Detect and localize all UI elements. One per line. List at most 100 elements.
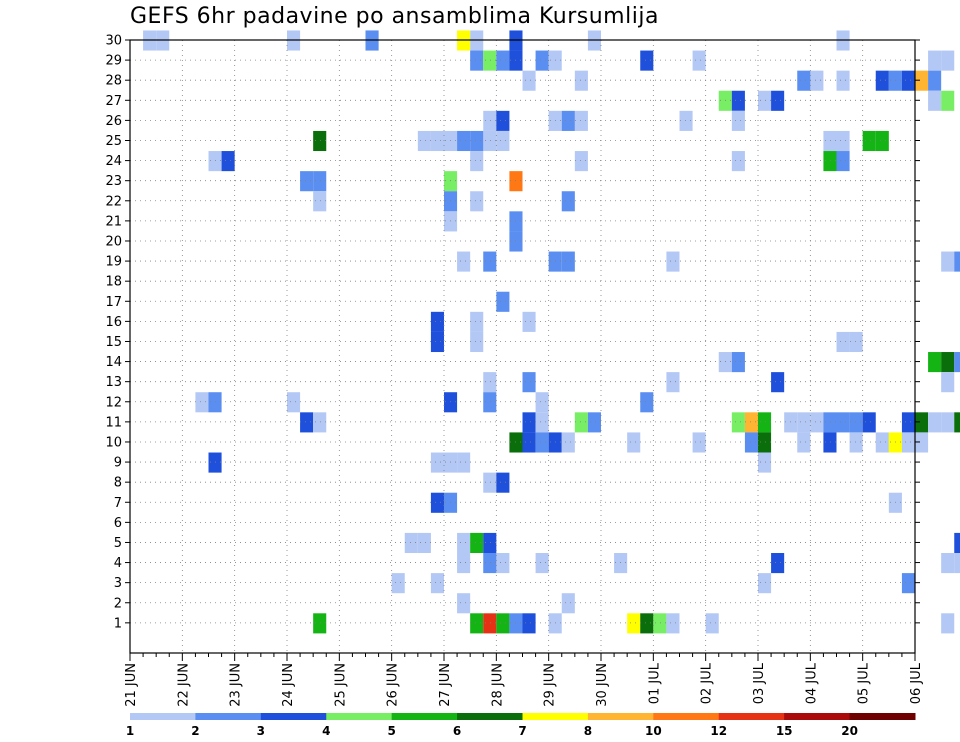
- heatmap-cell: [483, 392, 497, 413]
- heatmap-cell: [483, 110, 497, 131]
- heatmap-cell: [941, 90, 955, 111]
- heatmap-cell: [692, 50, 706, 71]
- heatmap-cell: [287, 392, 301, 413]
- legend-label: 4: [322, 724, 330, 738]
- heatmap-cell: [430, 452, 444, 473]
- heatmap-cell: [823, 412, 837, 433]
- legend-label: 6: [453, 724, 461, 738]
- heatmap-cell: [313, 130, 327, 152]
- heatmap-cell: [849, 432, 863, 453]
- heatmap-cell: [771, 90, 785, 111]
- heatmap-cell: [430, 130, 444, 152]
- heatmap-cell: [915, 70, 929, 91]
- heatmap-cell: [470, 191, 484, 212]
- heatmap-cell: [692, 432, 706, 453]
- plot-frame: [129, 39, 916, 654]
- heatmap-cell: [483, 553, 497, 574]
- heatmap-cell: [810, 412, 824, 433]
- y-tick-label: 21: [105, 214, 122, 229]
- x-tick-label: 30 JUN: [595, 663, 610, 707]
- heatmap-cell: [522, 311, 536, 332]
- legend-label: 7: [518, 724, 526, 738]
- heatmap-cell: [744, 432, 758, 453]
- heatmap-cell: [758, 573, 772, 594]
- legend-swatch: [587, 713, 654, 720]
- heatmap-cell: [195, 392, 209, 413]
- heatmap-cell: [457, 130, 471, 152]
- heatmap-cell: [509, 211, 523, 232]
- heatmap-cell: [836, 412, 850, 433]
- x-tick-label: 25 JUN: [333, 663, 348, 707]
- legend-swatch: [849, 713, 916, 720]
- heatmap-cell: [483, 613, 497, 634]
- heatmap-cell: [941, 412, 955, 433]
- heatmap-cell: [470, 50, 484, 71]
- x-tick-label: 21 JUN: [124, 663, 139, 707]
- y-tick-label: 15: [105, 335, 122, 350]
- heatmap-cell: [535, 392, 549, 413]
- heatmap-cell: [758, 90, 772, 111]
- heatmap-cell: [758, 412, 772, 433]
- heatmap-cell: [548, 432, 562, 453]
- heatmap-cell: [731, 110, 745, 131]
- legend-swatch: [457, 713, 523, 720]
- heatmap-cell: [574, 70, 588, 91]
- heatmap-cell: [535, 432, 549, 453]
- heatmap-cell: [587, 412, 601, 433]
- heatmap-cell: [810, 70, 824, 91]
- heatmap-cell: [496, 291, 510, 312]
- x-tick-label: 22 JUN: [176, 663, 191, 707]
- heatmap-cell: [705, 613, 719, 634]
- heatmap-cell: [915, 432, 929, 453]
- heatmap-cell: [718, 352, 732, 373]
- heatmap-cell: [457, 251, 471, 272]
- heatmap-cell: [901, 70, 915, 91]
- heatmap-cell: [823, 130, 837, 152]
- heatmap-cell: [509, 432, 523, 453]
- y-tick-label: 1: [114, 616, 122, 631]
- heatmap-cell: [470, 311, 484, 332]
- heatmap-cell: [901, 573, 915, 594]
- heatmap-cell: [561, 593, 575, 614]
- y-tick-label: 30: [105, 34, 122, 49]
- heatmap-cell: [483, 532, 497, 554]
- heatmap-cell: [208, 452, 222, 473]
- heatmap-cell: [627, 432, 641, 453]
- heatmap-cell: [404, 532, 418, 554]
- heatmap-cell: [928, 352, 942, 373]
- legend-swatch: [718, 713, 785, 720]
- heatmap-cell: [208, 151, 222, 172]
- y-tick-label: 27: [105, 94, 122, 109]
- x-tick-label: 24 JUN: [281, 663, 296, 707]
- heatmap-cell: [875, 130, 889, 152]
- heatmap-cell: [653, 613, 667, 634]
- y-tick-label: 14: [105, 355, 122, 370]
- heatmap-cell: [444, 191, 458, 212]
- y-tick-label: 13: [105, 375, 122, 390]
- heatmap-cell: [470, 151, 484, 172]
- heatmap-cell: [535, 50, 549, 71]
- heatmap-cell: [457, 532, 471, 554]
- y-tick-label: 6: [114, 516, 122, 531]
- heatmap-cell: [430, 573, 444, 594]
- heatmap-cell: [300, 412, 314, 433]
- y-tick-label: 24: [105, 154, 122, 169]
- heatmap-cell: [901, 412, 915, 433]
- heatmap-cell: [483, 472, 497, 493]
- heatmap-cell: [483, 50, 497, 71]
- heatmap-cells: [143, 30, 960, 634]
- x-tick-label: 26 JUN: [386, 663, 401, 707]
- legend-label: 5: [387, 724, 395, 738]
- heatmap-cell: [797, 412, 811, 433]
- heatmap-cell: [928, 90, 942, 111]
- heatmap-cell: [875, 432, 889, 453]
- heatmap-cell: [444, 130, 458, 152]
- heatmap-cell: [718, 90, 732, 111]
- grid-lines: [130, 39, 915, 653]
- y-tick-label: 29: [105, 54, 122, 69]
- y-tick-label: 16: [105, 315, 122, 330]
- heatmap-cell: [470, 130, 484, 152]
- heatmap-cell: [666, 372, 680, 393]
- heatmap-cell: [535, 553, 549, 574]
- legend-swatch: [522, 713, 589, 720]
